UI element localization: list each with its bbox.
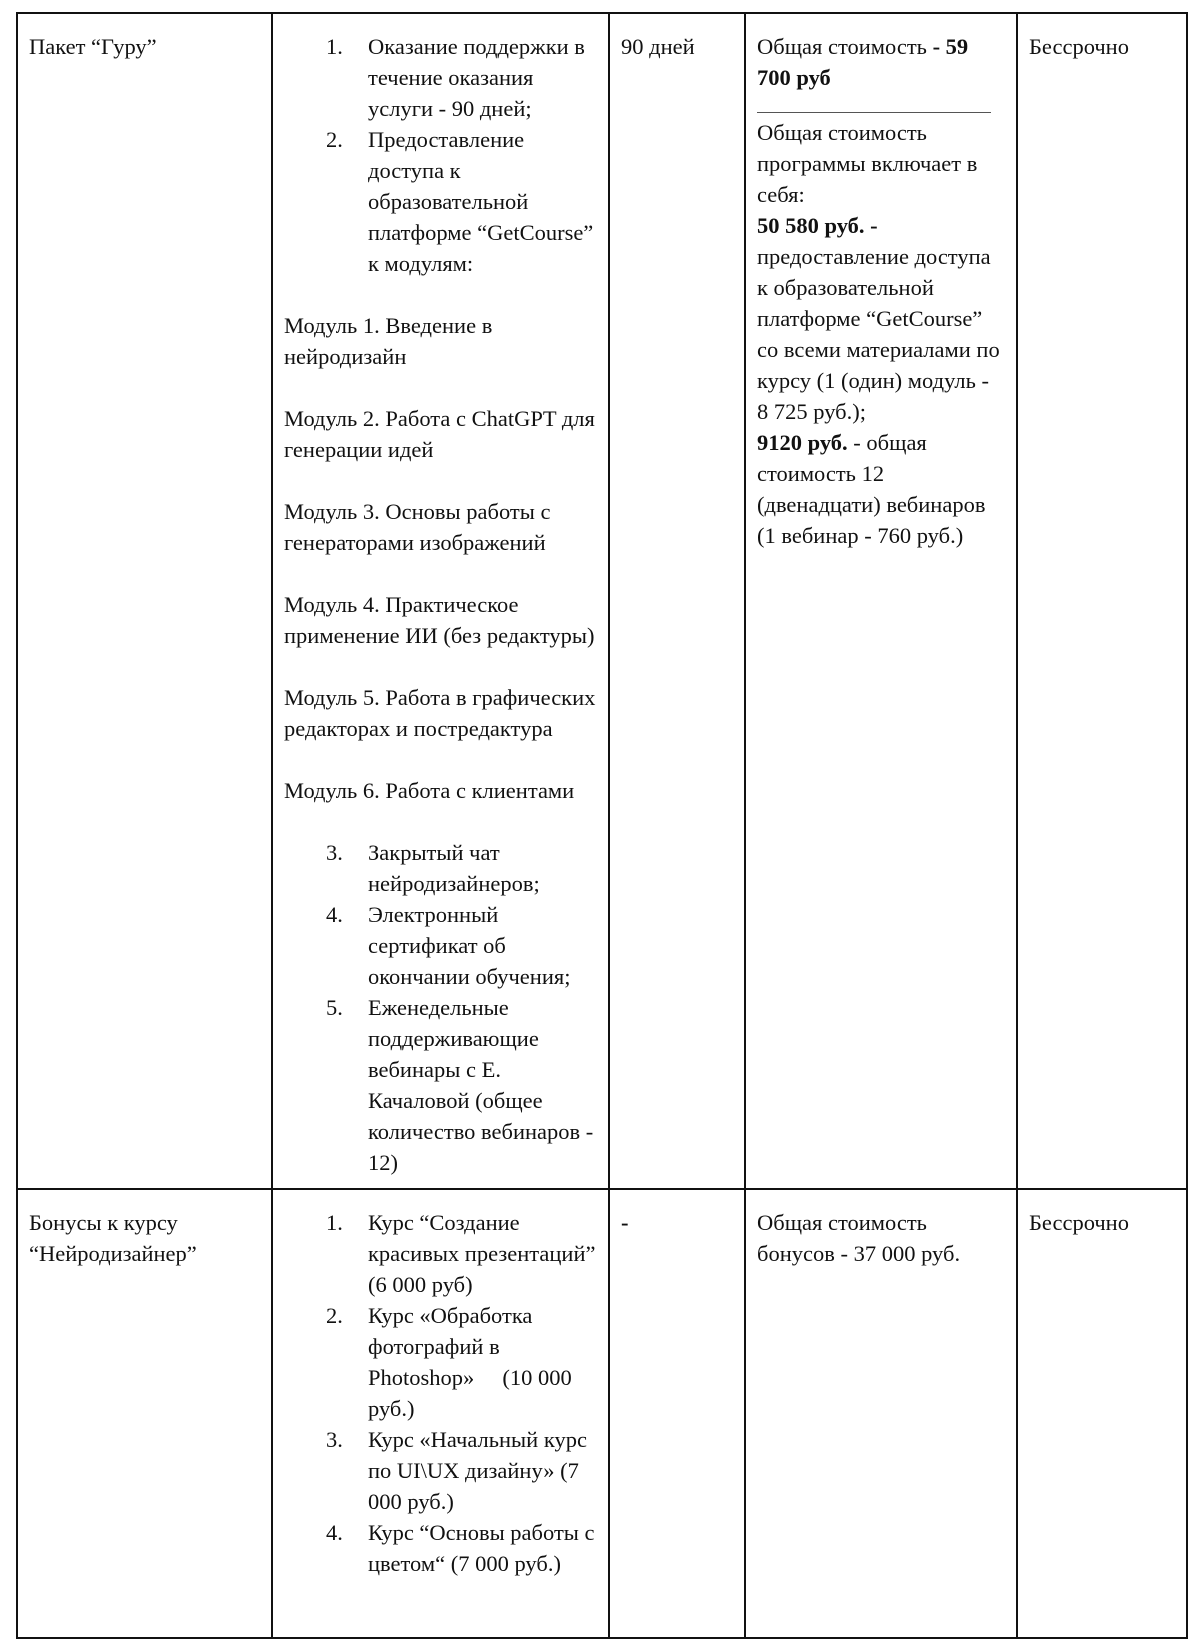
total-value: - 59 700 руб xyxy=(757,34,969,90)
includes-label: Общая стоимость программы включает в себ… xyxy=(757,120,978,207)
item-number: 3. xyxy=(326,840,343,865)
price-part-1: 50 580 руб. - предоставление доступа к о… xyxy=(757,210,1005,427)
item-number: 4. xyxy=(326,902,343,927)
part-value: 9120 руб. xyxy=(757,430,848,455)
package-name: Бонусы к курсу “Нейродизайнер” xyxy=(16,1188,273,1639)
item-text: Предоставление доступа к образовательной… xyxy=(368,127,594,276)
duration: 90 дней xyxy=(608,12,746,1190)
list-item: 2. Предоставление доступа к образовательн… xyxy=(284,124,597,279)
price: Общая стоимость бонусов - 37 000 руб. xyxy=(744,1188,1018,1639)
package-name-text: Пакет “Гуру” xyxy=(29,34,157,59)
price-part-2: 9120 руб. - общая стоимость 12 (двенадца… xyxy=(757,427,1005,551)
duration-text: - xyxy=(621,1210,629,1235)
total-price: Общая стоимость - 59 700 руб xyxy=(757,31,1005,93)
list-item: 4. Курс “Основы работы с цветом“ (7 000 р… xyxy=(284,1517,597,1579)
pricing-table: Пакет “Гуру” 1. Оказание поддержки в тече… xyxy=(16,12,1188,1639)
validity-text: Бессрочно xyxy=(1029,34,1129,59)
module-item: Модуль 1. Введение в нейродизайн xyxy=(284,313,493,369)
list-item: 3. Курс «Начальный курс по UI\UX дизайну»… xyxy=(284,1424,597,1517)
item-text: Закрытый чат нейродизайнеров; xyxy=(368,840,540,896)
list-item: 1. Курс “Создание красивых презентаций” (… xyxy=(284,1207,597,1300)
item-text: Оказание поддержки в течение оказания ус… xyxy=(368,34,585,121)
item-number: 5. xyxy=(326,995,343,1020)
duration-text: 90 дней xyxy=(621,34,695,59)
package-contents: 1. Курс “Создание красивых презентаций” (… xyxy=(271,1188,610,1639)
item-number: 1. xyxy=(326,1210,343,1235)
list-item: 3. Закрытый чат нейродизайнеров; xyxy=(284,837,597,899)
module-item: Модуль 4. Практическое применение ИИ (бе… xyxy=(284,592,595,648)
part-text: предоставление доступа к образовательной… xyxy=(757,244,1000,424)
package-contents: 1. Оказание поддержки в течение оказания … xyxy=(271,12,610,1190)
table-row: Пакет “Гуру” 1. Оказание поддержки в тече… xyxy=(16,12,1188,1190)
module-item: Модуль 3. Основы работы с генераторами и… xyxy=(284,499,551,555)
list-item: 4. Электронный сертификат об окончании об… xyxy=(284,899,597,992)
module-item: Модуль 6. Работа с клиентами xyxy=(284,778,575,803)
item-number: 2. xyxy=(326,127,343,152)
item-number: 3. xyxy=(326,1427,343,1452)
item-text: Еженедельные поддерживающие вебинары с Е… xyxy=(368,995,594,1175)
part-text: - общая стоимость 12 (двенадцати) вебина… xyxy=(757,430,986,548)
list-item: 1. Оказание поддержки в течение оказания … xyxy=(284,31,597,124)
bonus-list: 1. Курс “Создание красивых презентаций” (… xyxy=(284,1207,597,1579)
item-text: Курс “Основы работы с цветом“ (7 000 руб… xyxy=(368,1520,595,1576)
package-name: Пакет “Гуру” xyxy=(16,12,273,1190)
divider xyxy=(757,112,991,113)
part-value: 50 580 руб. - xyxy=(757,213,878,238)
table-row: Бонусы к курсу “Нейродизайнер” 1. Курс “С… xyxy=(16,1188,1188,1639)
modules-list: Модуль 1. Введение в нейродизайн Модуль … xyxy=(284,279,597,837)
module-item: Модуль 5. Работа в графических редактора… xyxy=(284,685,596,741)
item-number: 2. xyxy=(326,1303,343,1328)
list-item: 5. Еженедельные поддерживающие вебинары с… xyxy=(284,992,597,1178)
item-text: Электронный сертификат об окончании обуч… xyxy=(368,902,571,989)
validity-text: Бессрочно xyxy=(1029,1210,1129,1235)
module-item: Модуль 2. Работа с ChatGPT для генерации… xyxy=(284,406,595,462)
item-text: Курс “Создание красивых презентаций” (6 … xyxy=(368,1210,596,1297)
validity: Бессрочно xyxy=(1016,1188,1188,1639)
total-label: Общая стоимость xyxy=(757,34,933,59)
duration: - xyxy=(608,1188,746,1639)
contents-list-a: 1. Оказание поддержки в течение оказания … xyxy=(284,31,597,279)
item-text: Курс «Начальный курс по UI\UX дизайну» (… xyxy=(368,1427,587,1514)
contents-list-b: 3. Закрытый чат нейродизайнеров; 4. Электр… xyxy=(284,837,597,1178)
list-item: 2. Курс «Обработка фотографий в Photoshop… xyxy=(284,1300,597,1424)
price: Общая стоимость - 59 700 руб Общая стоим… xyxy=(744,12,1018,1190)
validity: Бессрочно xyxy=(1016,12,1188,1190)
price-text: Общая стоимость бонусов - 37 000 руб. xyxy=(757,1210,961,1266)
item-number: 1. xyxy=(326,34,343,59)
package-name-text: Бонусы к курсу “Нейродизайнер” xyxy=(29,1210,197,1266)
item-number: 4. xyxy=(326,1520,343,1545)
item-text: Курс «Обработка фотографий в Photoshop» … xyxy=(368,1303,578,1421)
